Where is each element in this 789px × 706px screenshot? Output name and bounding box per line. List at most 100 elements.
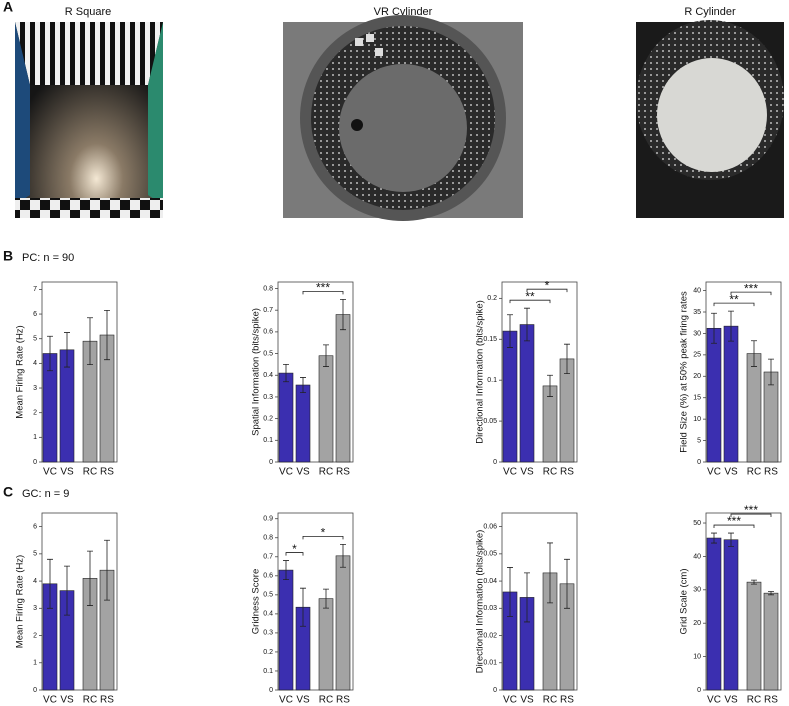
significance-label: * xyxy=(545,278,550,292)
y-tick-label: 5 xyxy=(697,437,701,444)
x-tick-label: RC xyxy=(83,695,97,706)
x-tick-label: RC xyxy=(543,467,557,478)
error-bar xyxy=(751,340,757,367)
bar xyxy=(706,537,722,691)
y-tick-label: 3 xyxy=(33,605,37,612)
x-tick-label: RS xyxy=(100,467,114,478)
y-tick-label: 0.15 xyxy=(483,336,497,343)
y-tick-label: 0.3 xyxy=(263,394,273,401)
error-bar xyxy=(283,364,289,383)
error-bar xyxy=(87,317,93,366)
y-tick-label: 0.4 xyxy=(263,372,273,379)
significance-label: ** xyxy=(729,292,739,306)
error-bar xyxy=(547,374,553,397)
error-bar xyxy=(711,532,717,544)
x-tick-label: VC xyxy=(43,695,57,706)
bar xyxy=(706,327,722,463)
x-tick-label: RC xyxy=(747,467,761,478)
x-tick-label: RS xyxy=(336,695,350,706)
y-tick-label: 40 xyxy=(693,287,701,294)
y-tick-label: 1 xyxy=(33,660,37,667)
y-axis-label: Grid Scale (cm) xyxy=(679,569,690,635)
y-axis-label: Spatial Information (bits/spike) xyxy=(251,308,262,436)
y-tick-label: 15 xyxy=(693,395,701,402)
x-tick-label: RS xyxy=(764,695,778,706)
significance-label: ** xyxy=(525,289,535,303)
x-tick-label: VS xyxy=(296,467,310,478)
bar xyxy=(746,353,762,463)
panel-label: B xyxy=(3,248,13,264)
y-tick-label: 0.2 xyxy=(487,295,497,302)
error-bar xyxy=(564,343,570,375)
bar xyxy=(723,325,739,463)
y-tick-label: 0.01 xyxy=(483,660,497,667)
x-tick-label: RS xyxy=(100,695,114,706)
x-tick-label: RS xyxy=(764,467,778,478)
significance-label: * xyxy=(292,542,297,556)
bar xyxy=(559,358,575,463)
bar xyxy=(723,539,739,691)
x-tick-label: RC xyxy=(83,467,97,478)
y-tick-label: 10 xyxy=(693,416,701,423)
y-tick-label: 0.7 xyxy=(263,307,273,314)
y-tick-label: 25 xyxy=(693,352,701,359)
x-tick-label: RS xyxy=(560,695,574,706)
y-tick-label: 1 xyxy=(33,434,37,441)
row-title: PC: n = 90 xyxy=(22,252,74,264)
significance-bracket xyxy=(302,290,344,295)
row-title: GC: n = 9 xyxy=(22,488,69,500)
error-bar xyxy=(507,567,513,617)
bar xyxy=(519,324,535,463)
x-tick-label: RS xyxy=(336,467,350,478)
y-tick-label: 0 xyxy=(697,459,701,466)
x-tick-label: VS xyxy=(296,695,310,706)
y-tick-label: 0 xyxy=(269,459,273,466)
y-tick-label: 0.02 xyxy=(483,632,497,639)
y-tick-label: 35 xyxy=(693,309,701,316)
y-tick-label: 0.8 xyxy=(263,535,273,542)
x-tick-label: VC xyxy=(503,467,517,478)
x-tick-label: RS xyxy=(560,467,574,478)
y-tick-label: 0.1 xyxy=(487,377,497,384)
bar xyxy=(763,592,779,691)
x-tick-label: VS xyxy=(724,467,738,478)
y-tick-label: 0 xyxy=(493,459,497,466)
bar xyxy=(763,371,779,463)
significance-bracket xyxy=(730,513,772,518)
error-bar xyxy=(751,579,757,585)
significance-label: * xyxy=(321,526,326,540)
y-tick-label: 3 xyxy=(33,385,37,392)
image-title: R Cylinder xyxy=(684,6,736,18)
significance-label: *** xyxy=(316,281,330,295)
y-tick-label: 30 xyxy=(693,330,701,337)
error-bar xyxy=(323,344,329,367)
error-bar xyxy=(524,307,530,342)
x-tick-label: VS xyxy=(60,695,74,706)
y-tick-label: 30 xyxy=(693,587,701,594)
plot-frame xyxy=(277,281,354,463)
y-tick-label: 0.7 xyxy=(263,554,273,561)
y-tick-label: 5 xyxy=(33,336,37,343)
y-tick-label: 0.03 xyxy=(483,605,497,612)
error-bar xyxy=(104,539,110,601)
significance-bracket xyxy=(713,302,755,307)
significance-bracket xyxy=(285,552,304,556)
bar xyxy=(278,372,294,463)
error-bar xyxy=(524,572,530,623)
y-tick-label: 0.8 xyxy=(263,285,273,292)
y-tick-label: 6 xyxy=(33,311,37,318)
plot-frame xyxy=(705,281,782,463)
y-tick-label: 4 xyxy=(33,360,37,367)
bar xyxy=(335,555,351,691)
y-tick-label: 0.1 xyxy=(263,668,273,675)
y-tick-label: 7 xyxy=(33,286,37,293)
significance-bracket xyxy=(302,536,344,540)
error-bar xyxy=(64,332,70,368)
significance-label: *** xyxy=(727,514,741,528)
x-tick-label: RC xyxy=(319,695,333,706)
y-tick-label: 0.5 xyxy=(263,350,273,357)
y-tick-label: 6 xyxy=(33,523,37,530)
y-axis-label: Directional Information (bits/spike) xyxy=(475,530,486,674)
y-tick-label: 0.3 xyxy=(263,630,273,637)
panel-label: A xyxy=(3,0,13,15)
